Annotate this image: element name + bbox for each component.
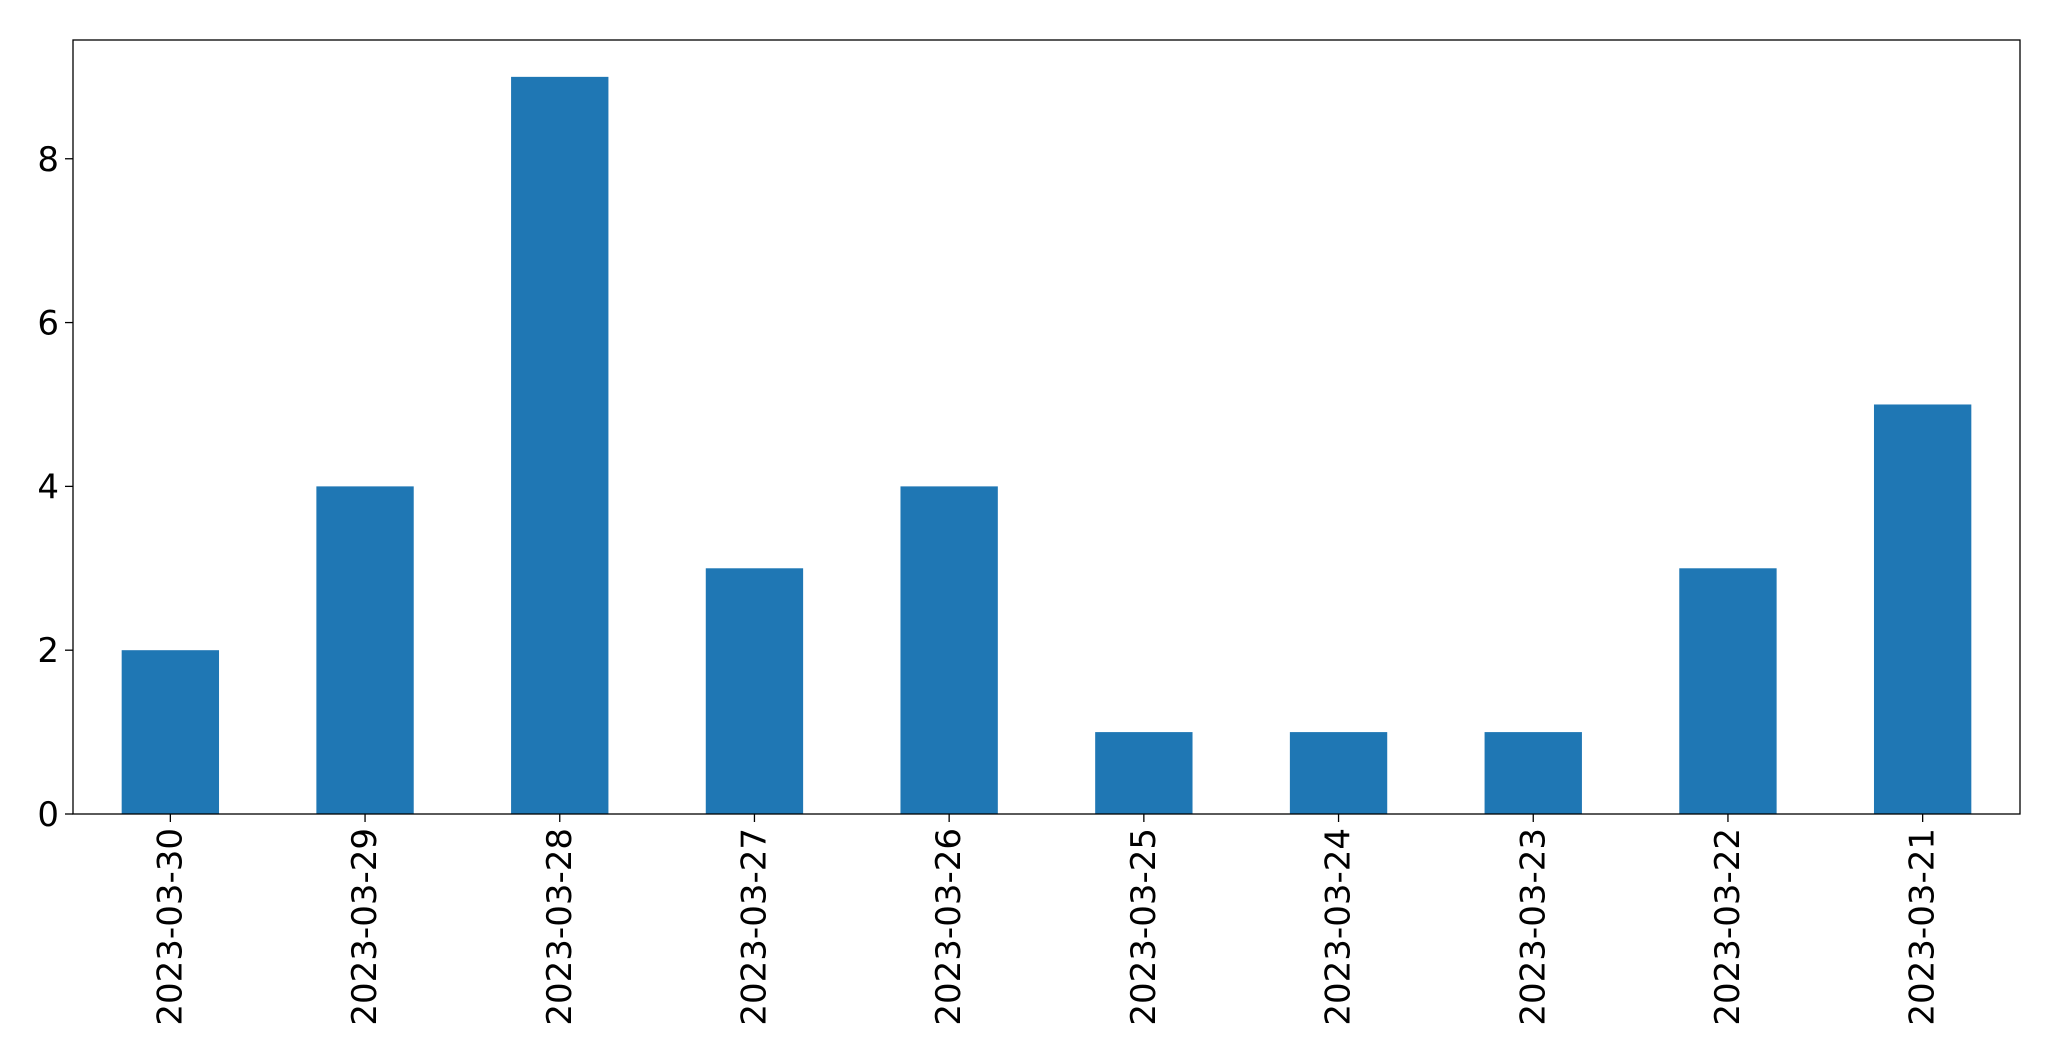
y-axis: 0 2 4 6 8 xyxy=(37,140,73,835)
x-tick-label: 2023-03-21 xyxy=(1903,828,1943,1026)
bar-2023-03-29 xyxy=(316,486,414,814)
x-tick-label: 2023-03-29 xyxy=(345,828,385,1026)
x-tick-label: 2023-03-25 xyxy=(1124,828,1164,1026)
bar-2023-03-30 xyxy=(121,650,220,814)
bar-2023-03-25 xyxy=(1095,732,1193,814)
y-tick-label: 0 xyxy=(37,795,59,835)
y-tick-label: 4 xyxy=(37,467,59,507)
bar-2023-03-28 xyxy=(511,76,609,815)
plot-frame xyxy=(72,39,2021,815)
y-tick-label: 6 xyxy=(37,304,59,344)
bar-2023-03-23 xyxy=(1484,732,1582,814)
x-tick-label: 2023-03-22 xyxy=(1708,828,1748,1026)
x-tick-label: 2023-03-28 xyxy=(540,828,580,1026)
bars-group xyxy=(121,76,1972,815)
y-tick-label: 8 xyxy=(37,140,59,180)
x-tick-label: 2023-03-23 xyxy=(1513,828,1553,1026)
bar-2023-03-24 xyxy=(1289,732,1388,814)
x-tick-label: 2023-03-24 xyxy=(1319,828,1359,1026)
bar-2023-03-22 xyxy=(1679,568,1777,814)
bar-2023-03-21 xyxy=(1873,404,1972,814)
bar-2023-03-27 xyxy=(705,568,804,814)
x-tick-label: 2023-03-26 xyxy=(929,828,969,1026)
x-axis: 2023-03-30 2023-03-29 2023-03-28 2023-03-27… xyxy=(150,814,1943,1026)
x-tick-label: 2023-03-27 xyxy=(734,828,774,1026)
x-tick-label: 2023-03-30 xyxy=(150,828,190,1026)
y-tick-label: 2 xyxy=(37,631,59,671)
bar-2023-03-26 xyxy=(900,486,998,814)
